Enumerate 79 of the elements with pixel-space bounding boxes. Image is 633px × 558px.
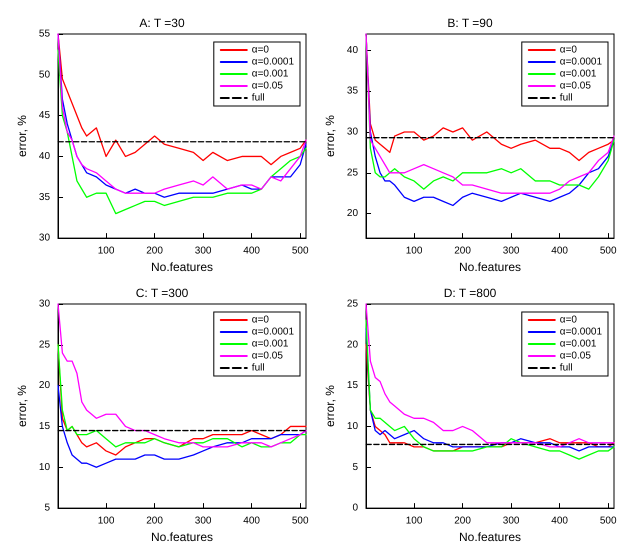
y-tick-label: 20 xyxy=(38,380,50,392)
chart-title: D: T =800 xyxy=(444,286,497,300)
legend-label: full xyxy=(560,362,573,374)
legend-label: α=0.001 xyxy=(560,338,597,350)
x-axis-title: No.features xyxy=(150,260,214,274)
x-tick-label: 500 xyxy=(292,246,309,257)
x-tick-label: 100 xyxy=(98,246,115,257)
line-series xyxy=(57,303,307,448)
x-tick-label: 400 xyxy=(243,516,260,527)
x-axis-title: No.features xyxy=(458,530,522,544)
x-tick-label: 400 xyxy=(551,516,568,527)
line-series xyxy=(57,33,307,166)
legend-label: full xyxy=(252,92,265,104)
x-tick-label: 200 xyxy=(146,246,164,257)
legend-label: α=0.05 xyxy=(252,350,284,362)
x-tick-label: 100 xyxy=(406,516,423,527)
x-tick-label: 300 xyxy=(194,516,212,527)
y-axis-title: error, % xyxy=(323,114,337,158)
legend-label: α=0.05 xyxy=(252,80,284,92)
y-tick-label: 0 xyxy=(352,502,358,514)
y-tick-label: 10 xyxy=(38,462,50,473)
y-tick-label: 35 xyxy=(38,192,50,203)
y-tick-label: 20 xyxy=(346,208,358,220)
legend-label: α=0 xyxy=(560,44,578,56)
y-tick-label: 30 xyxy=(38,232,50,244)
x-tick-label: 300 xyxy=(502,246,520,257)
x-tick-label: 400 xyxy=(243,246,260,257)
y-axis-title: error, % xyxy=(15,384,29,428)
legend-label: α=0.0001 xyxy=(252,56,294,68)
y-tick-label: 30 xyxy=(38,298,50,310)
x-tick-label: 100 xyxy=(98,516,115,527)
y-tick-label: 50 xyxy=(38,69,50,80)
legend-label: α=0.05 xyxy=(560,350,592,362)
x-axis-title: No.features xyxy=(150,530,214,544)
y-tick-label: 30 xyxy=(346,126,358,138)
legend-label: α=0.001 xyxy=(252,68,289,80)
chart-title: C: T =300 xyxy=(136,286,189,300)
x-tick-label: 300 xyxy=(194,246,212,257)
legend-label: α=0.0001 xyxy=(252,326,294,338)
x-tick-label: 200 xyxy=(146,516,164,527)
x-tick-label: 300 xyxy=(502,516,520,527)
y-tick-label: 45 xyxy=(38,110,50,122)
y-tick-label: 20 xyxy=(346,339,358,350)
y-tick-label: 55 xyxy=(38,28,50,40)
legend-label: α=0.001 xyxy=(560,68,597,80)
legend-label: α=0.05 xyxy=(560,80,592,92)
legend-label: α=0 xyxy=(252,314,270,326)
chart-title: A: T =30 xyxy=(139,16,185,30)
y-axis-title: error, % xyxy=(15,114,29,158)
y-tick-label: 15 xyxy=(346,380,358,392)
x-tick-label: 100 xyxy=(406,246,423,257)
x-tick-label: 500 xyxy=(600,516,617,527)
line-series xyxy=(365,303,615,448)
y-tick-label: 15 xyxy=(38,420,50,432)
x-axis-title: No.features xyxy=(458,260,522,274)
y-tick-label: 25 xyxy=(346,167,358,178)
y-tick-label: 25 xyxy=(346,298,358,310)
x-tick-label: 500 xyxy=(292,516,309,527)
y-tick-label: 10 xyxy=(346,420,358,432)
legend-label: α=0 xyxy=(252,44,270,56)
y-tick-label: 25 xyxy=(38,339,50,350)
legend-label: full xyxy=(252,362,265,374)
chart-title: B: T =90 xyxy=(447,16,493,30)
legend-label: α=0.001 xyxy=(252,338,289,350)
legend-label: full xyxy=(560,92,573,104)
y-tick-label: 35 xyxy=(346,86,358,97)
y-tick-label: 40 xyxy=(38,150,50,162)
x-tick-label: 200 xyxy=(454,246,472,257)
y-tick-label: 5 xyxy=(352,462,358,473)
x-tick-label: 400 xyxy=(551,246,568,257)
y-tick-label: 5 xyxy=(44,502,50,514)
line-series xyxy=(365,33,615,162)
x-tick-label: 500 xyxy=(600,246,617,257)
legend-label: α=0.0001 xyxy=(560,56,602,68)
legend-label: α=0 xyxy=(560,314,578,326)
x-tick-label: 200 xyxy=(454,516,472,527)
y-tick-label: 40 xyxy=(346,44,358,56)
legend-label: α=0.0001 xyxy=(560,326,602,338)
y-axis-title: error, % xyxy=(323,384,337,428)
